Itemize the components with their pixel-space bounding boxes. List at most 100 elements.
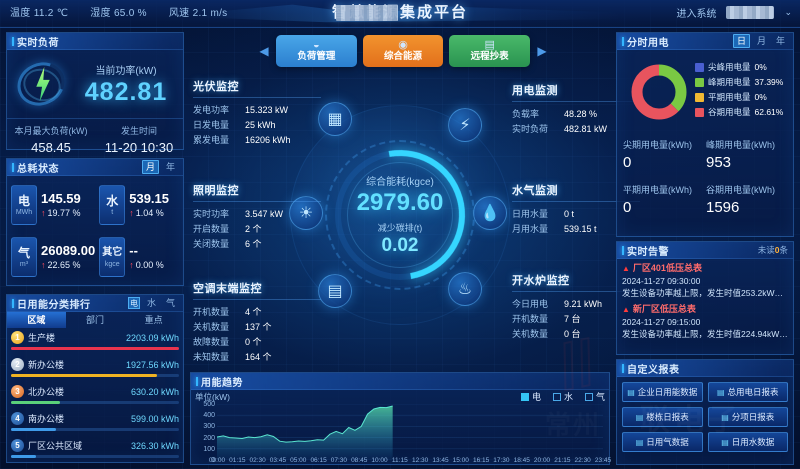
enter-system-link[interactable]: 进入系统 bbox=[676, 9, 717, 20]
monitor-row: 实时功率 3.547 kW bbox=[193, 207, 321, 222]
y-axis-ticks: 0 100 200 300 400 500 bbox=[195, 401, 215, 464]
report-button-label: 分项日报表 bbox=[731, 412, 775, 422]
accent-bar-icon bbox=[622, 36, 624, 46]
monitor-title: 开水炉监控 bbox=[512, 272, 640, 292]
type-tab-electricity[interactable]: 电 bbox=[127, 297, 140, 309]
report-button[interactable]: ▤ 日用气数据 bbox=[622, 432, 703, 452]
panel-header: 实时负荷 bbox=[7, 33, 183, 50]
nav-prev-arrow[interactable]: ◀ bbox=[259, 44, 269, 58]
y-tick: 300 bbox=[203, 423, 215, 431]
legend-checkbox[interactable] bbox=[520, 392, 529, 401]
ranking-row[interactable]: 1 生产楼 2203.09 kWh bbox=[11, 330, 179, 357]
nav-button-integrated-energy[interactable]: ◉ 综合能源 bbox=[362, 35, 444, 67]
tab-year[interactable]: 年 bbox=[165, 162, 175, 172]
carbon-reduction-value: 0.02 bbox=[381, 235, 419, 256]
x-tick: 13:45 bbox=[432, 457, 449, 464]
donut-chart bbox=[627, 60, 691, 124]
rank-medal-icon: 1 bbox=[11, 331, 24, 344]
total-energy-label: 综合能耗(kgce) bbox=[366, 177, 434, 188]
x-tick: 23:45 bbox=[594, 457, 612, 464]
other-icon: 其它 kgce bbox=[99, 237, 126, 277]
alarm-message: 发生设备功率越上限，发生时值224.94kW… bbox=[622, 329, 788, 339]
report-button-grid: ▤ 企业日用能数据 ▤ 总用电日报表 ▤ 楼栋日报表 ▤ 分项日报表 ▤ 日用气数据 ▤ 日用水数据 bbox=[617, 377, 793, 457]
header-user-area[interactable]: 进入系统 ⌄ bbox=[676, 5, 792, 20]
ranking-name: 南办公楼 bbox=[28, 414, 65, 424]
ranking-bar bbox=[11, 428, 179, 431]
legend-swatch bbox=[695, 108, 704, 117]
monitor-row: 累发电量 16206 kWh bbox=[193, 133, 321, 148]
tab-month[interactable]: 月 bbox=[141, 160, 159, 174]
type-tab-water[interactable]: 水 bbox=[146, 298, 156, 308]
report-button[interactable]: ▤ 日用水数据 bbox=[707, 432, 788, 452]
alarm-message: 发生设备功率越上限，发生时值253.2kW，… bbox=[622, 288, 788, 298]
accent-bar-icon bbox=[12, 36, 14, 46]
ranking-name: 新办公楼 bbox=[28, 360, 65, 370]
monitor-key: 故障数量 bbox=[193, 337, 230, 347]
ranking-bar bbox=[11, 455, 179, 458]
ranking-tab-department[interactable]: 部门 bbox=[86, 315, 105, 325]
monitor-value: 482.81 kW bbox=[564, 124, 608, 134]
alarm-item[interactable]: ▲ 新厂区低压总表 2024-11-27 09:15:00 发生设备功率越上限，发生时… bbox=[622, 303, 788, 340]
ranking-row[interactable]: 5 厂区公共区域 326.30 kWh bbox=[11, 438, 179, 465]
ranking-name: 生产楼 bbox=[28, 333, 56, 343]
alarm-bell-icon: ▲ bbox=[622, 264, 630, 273]
ranking-name: 北办公楼 bbox=[28, 387, 65, 397]
electricity-icon: 电 MWh bbox=[11, 185, 37, 225]
document-icon: ▤ bbox=[635, 412, 644, 422]
tou-tab-month[interactable]: 月 bbox=[756, 36, 766, 46]
trend-legend[interactable]: 电水气 bbox=[520, 390, 605, 403]
alarm-item[interactable]: ▲ 厂区401低压总表 2024-11-27 09:30:00 发生设备功率越上限，发… bbox=[622, 262, 788, 299]
ranking-tab-area[interactable]: 区域 bbox=[7, 312, 66, 328]
chevron-down-icon[interactable]: ⌄ bbox=[784, 7, 792, 17]
legend-checkbox[interactable] bbox=[552, 392, 561, 401]
module-nav[interactable]: ◀ ◒ 负荷管理 ◉ 综合能源 ▤ 远程抄表 ▶ bbox=[258, 33, 548, 69]
report-button[interactable]: ▤ 分项日报表 bbox=[707, 407, 788, 427]
y-tick: 500 bbox=[203, 401, 215, 408]
legend-label: 尖峰用电量 bbox=[708, 62, 751, 72]
monitor-key: 关机数量 bbox=[512, 329, 549, 339]
trend-chart-plot: 0 100 200 300 400 500 00:00 01:15 02:30 03:45 05:… bbox=[195, 401, 611, 466]
trend-legend-item[interactable]: 水 bbox=[552, 390, 573, 403]
carbon-reduction-label: 减少碳排(t) bbox=[377, 223, 423, 233]
ranking-tabs[interactable]: 区域 部门 重点 bbox=[7, 312, 183, 328]
monitor-value: 6 个 bbox=[245, 239, 262, 249]
panel-header: 实时告警 未读0条 bbox=[617, 242, 793, 259]
nav-next-arrow[interactable]: ▶ bbox=[537, 44, 547, 58]
tou-tab-year[interactable]: 年 bbox=[775, 36, 785, 46]
accent-bar-icon bbox=[12, 298, 14, 308]
tou-cell-label: 谷期用电量(kWh) bbox=[706, 185, 775, 195]
report-button[interactable]: ▤ 楼栋日报表 bbox=[622, 407, 703, 427]
trend-legend-item[interactable]: 气 bbox=[584, 390, 605, 403]
y-axis-label: 单位(kW) bbox=[195, 392, 230, 402]
solar-panel-icon: ▦ bbox=[318, 102, 352, 136]
tou-tab-day[interactable]: 日 bbox=[732, 34, 750, 48]
report-button[interactable]: ▤ 企业日用能数据 bbox=[622, 382, 703, 402]
tou-value-cell: 峰期用电量(kWh) 953 bbox=[706, 138, 789, 183]
time-of-use-values: 尖期用电量(kWh) 0 峰期用电量(kWh) 953 平期用电量(kWh) 0 谷期用电量… bbox=[617, 138, 793, 232]
nav-button-remote-meter[interactable]: ▤ 远程抄表 bbox=[449, 35, 531, 67]
type-tab-gas[interactable]: 气 bbox=[165, 298, 175, 308]
monitor-boiler: 开水炉监控 今日用电 9.21 kWh 开机数量 7 台关机数量 0 台 bbox=[512, 272, 640, 342]
report-button[interactable]: ▤ 总用电日报表 bbox=[707, 382, 788, 402]
trend-legend-item[interactable]: 电 bbox=[520, 390, 541, 403]
username-redacted[interactable] bbox=[726, 6, 775, 19]
ranking-row[interactable]: 3 北办公楼 630.20 kWh bbox=[11, 384, 179, 411]
monitor-electricity: 用电监测 负载率 48.28 % 实时负荷 482.81 kW bbox=[512, 82, 640, 137]
ranking-row[interactable]: 4 南办公楼 599.00 kWh bbox=[11, 411, 179, 438]
ranking-list: 1 生产楼 2203.09 kWh 2 新办公楼 1927.56 kWh 3 北办公楼 630.… bbox=[7, 328, 183, 465]
legend-checkbox[interactable] bbox=[584, 392, 593, 401]
accent-bar-icon bbox=[622, 363, 624, 373]
nav-button-load-management[interactable]: ◒ 负荷管理 bbox=[276, 35, 357, 67]
energy-gauge: 综合能耗(kgce) 2979.60 减少碳排(t) 0.02 bbox=[309, 124, 491, 306]
x-tick: 15:00 bbox=[452, 457, 469, 464]
current-power-value: 482.81 bbox=[84, 77, 168, 106]
monitor-value: 7 台 bbox=[564, 314, 581, 324]
gauge-icon: ◒ bbox=[313, 39, 320, 51]
donut-legend-item: 尖峰用电量 0% bbox=[695, 60, 789, 75]
ranking-tab-key[interactable]: 重点 bbox=[144, 315, 163, 325]
ranking-row[interactable]: 2 新办公楼 1927.56 kWh bbox=[11, 357, 179, 384]
alarm-device-name: 新厂区低压总表 bbox=[632, 304, 696, 314]
ranking-value: 326.30 kWh bbox=[130, 440, 179, 451]
weather-humidity: 湿度 65.0 % bbox=[90, 8, 147, 19]
